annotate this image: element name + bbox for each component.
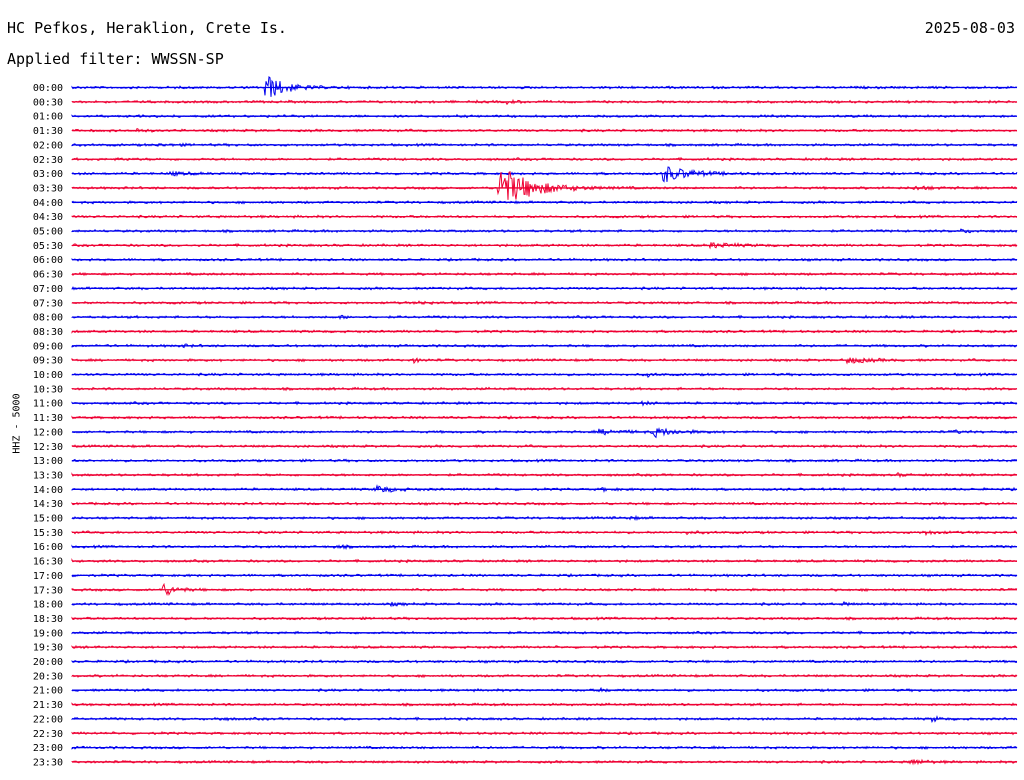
trace-row-0330 (71, 171, 1018, 200)
row-label-2000: 20:00 (33, 657, 63, 668)
row-label-1230: 12:30 (33, 442, 63, 453)
row-label-0000: 00:00 (33, 83, 63, 94)
row-label-0300: 03:00 (33, 169, 63, 180)
row-label-0930: 09:30 (33, 356, 63, 367)
row-label-0430: 04:30 (33, 212, 63, 223)
row-label-0830: 08:30 (33, 327, 63, 338)
row-time-labels: 00:00 00:30 01:00 01:30 02:00 02:30 03:00 03:30… (33, 83, 63, 768)
row-label-1530: 15:30 (33, 528, 63, 539)
row-label-1730: 17:30 (33, 585, 63, 596)
row-label-1100: 11:00 (33, 399, 63, 410)
row-label-1130: 11:30 (33, 413, 63, 424)
filter-label: Applied filter: WWSSN-SP (7, 50, 224, 68)
row-label-2100: 21:00 (33, 686, 63, 697)
row-label-0200: 02:00 (33, 140, 63, 151)
row-label-1300: 13:00 (33, 456, 63, 467)
channel-label: HHZ - 5000 (11, 393, 23, 454)
row-label-1030: 10:30 (33, 384, 63, 395)
row-label-0530: 05:30 (33, 241, 63, 252)
row-label-0800: 08:00 (33, 313, 63, 324)
row-label-1900: 19:00 (33, 628, 63, 639)
row-label-1200: 12:00 (33, 427, 63, 438)
row-label-0400: 04:00 (33, 198, 63, 209)
trace-row-1000 (71, 372, 1018, 378)
row-label-0700: 07:00 (33, 284, 63, 295)
row-label-0500: 05:00 (33, 227, 63, 238)
row-label-2330: 23:30 (33, 757, 63, 768)
trace-row-1200 (71, 427, 1018, 439)
record-date: 2025-08-03 (924, 19, 1015, 37)
row-label-1630: 16:30 (33, 557, 63, 568)
row-label-0730: 07:30 (33, 298, 63, 309)
row-label-1800: 18:00 (33, 600, 63, 611)
row-label-0130: 01:30 (33, 126, 63, 137)
row-label-2200: 22:00 (33, 714, 63, 725)
row-label-1700: 17:00 (33, 571, 63, 582)
row-label-2130: 21:30 (33, 700, 63, 711)
row-label-0330: 03:30 (33, 183, 63, 194)
row-label-0030: 00:30 (33, 97, 63, 108)
row-label-0600: 06:00 (33, 255, 63, 266)
row-label-1000: 10:00 (33, 370, 63, 381)
row-label-0630: 06:30 (33, 270, 63, 281)
row-label-2030: 20:30 (33, 671, 63, 682)
row-label-1500: 15:00 (33, 514, 63, 525)
row-label-2230: 22:30 (33, 729, 63, 740)
row-label-1930: 19:30 (33, 643, 63, 654)
trace-row-0300 (71, 166, 1018, 183)
row-label-0230: 02:30 (33, 155, 63, 166)
row-label-1830: 18:30 (33, 614, 63, 625)
station-title: HC Pefkos, Heraklion, Crete Is. (7, 19, 287, 37)
row-label-1400: 14:00 (33, 485, 63, 496)
row-label-1430: 14:30 (33, 499, 63, 510)
row-label-1330: 13:30 (33, 470, 63, 481)
row-label-2300: 23:00 (33, 743, 63, 754)
row-label-1600: 16:00 (33, 542, 63, 553)
trace-lines (71, 76, 1018, 766)
row-label-0100: 01:00 (33, 112, 63, 123)
row-label-0900: 09:00 (33, 341, 63, 352)
